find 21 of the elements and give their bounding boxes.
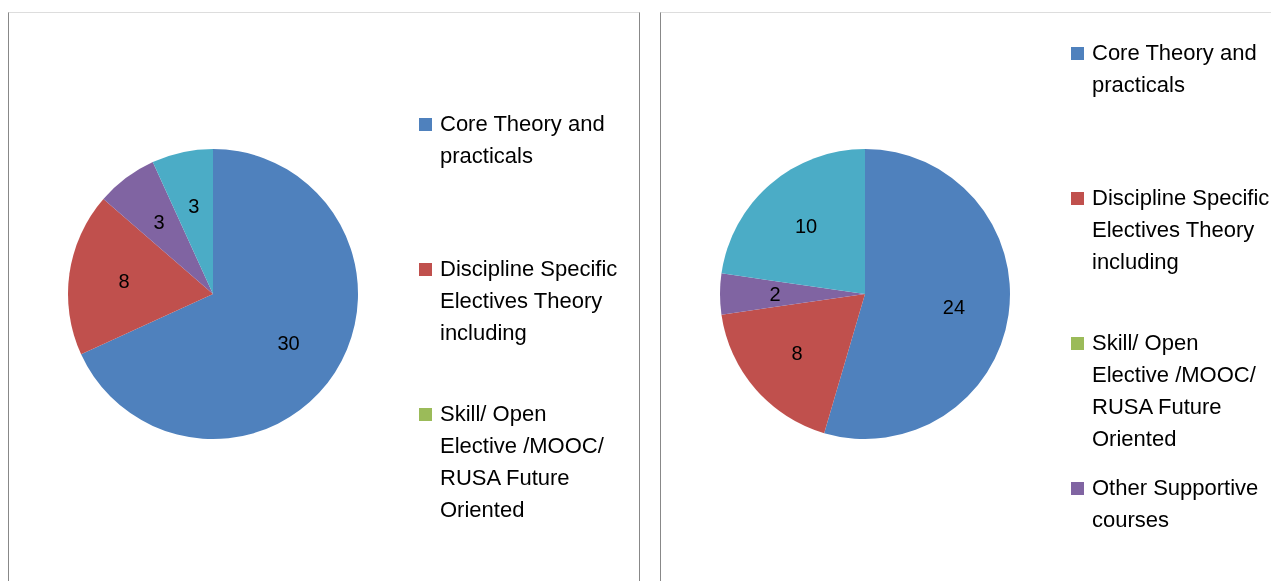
- data-label: 24: [942, 295, 966, 318]
- legend-label: Skill/ Open Elective /MOOC/ RUSA Future Oriented: [440, 400, 605, 524]
- legend-label: Other Supportive courses: [1092, 474, 1260, 534]
- legend-label: Core Theory and practicals: [440, 110, 606, 170]
- data-label: 8: [118, 270, 130, 293]
- pie-slice: [103, 162, 213, 294]
- legend-label: Core Theory and practicals: [1092, 39, 1258, 99]
- data-label: 2: [769, 283, 781, 305]
- legend-label: Skill/ Open Elective /MOOC/ RUSA Future Oriented: [1092, 329, 1257, 453]
- pie-slice: [152, 149, 213, 294]
- data-label: 3: [153, 211, 165, 234]
- data-label: 3: [188, 195, 200, 218]
- data-label: 8: [791, 341, 803, 364]
- legend-label: Discipline Specific Electives Theory including: [1092, 184, 1270, 276]
- pie-slice: [68, 199, 213, 355]
- pie-slice: [81, 149, 358, 439]
- pie-slice: [720, 273, 865, 315]
- legend-label: Discipline Specific Electives Theory including: [440, 255, 618, 347]
- pie-slice: [824, 149, 1010, 439]
- data-label: 30: [277, 331, 300, 354]
- data-label: 10: [795, 215, 818, 238]
